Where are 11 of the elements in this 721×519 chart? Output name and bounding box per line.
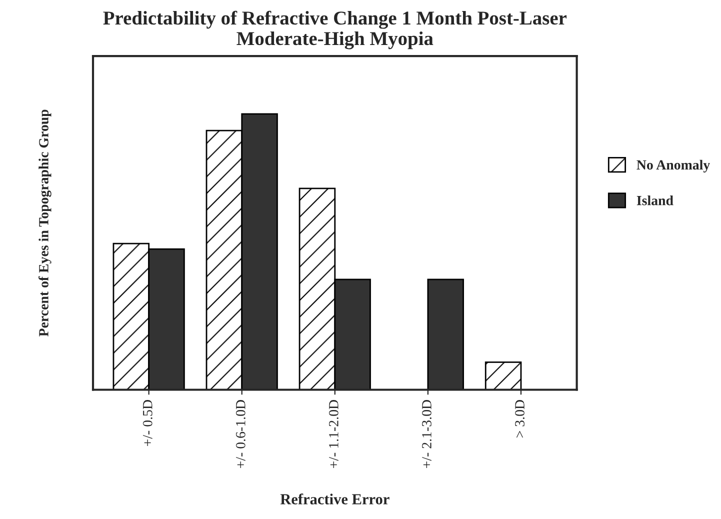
chart-title: Predictability of Refractive Change 1 Month Post-Laser Moderate-High Myopia [103, 10, 567, 50]
y-axis-title: Percent of Eyes in Topographic Group [38, 110, 52, 336]
bar [427, 278, 464, 390]
x-tick-label: +/- 2.1-3.0D [422, 400, 432, 468]
x-tick-label: +/- 1.1-2.0D [329, 400, 338, 468]
x-tick-label: > 3.0D [515, 400, 525, 438]
x-tick-label: +/- 0.5D [142, 400, 152, 446]
legend-label: Island [636, 195, 674, 206]
x-axis-title: Refractive Error [280, 494, 390, 504]
legend-label: No Anomaly [636, 160, 710, 172]
x-tick-label: +/- 0.6-1.0D [236, 400, 246, 468]
